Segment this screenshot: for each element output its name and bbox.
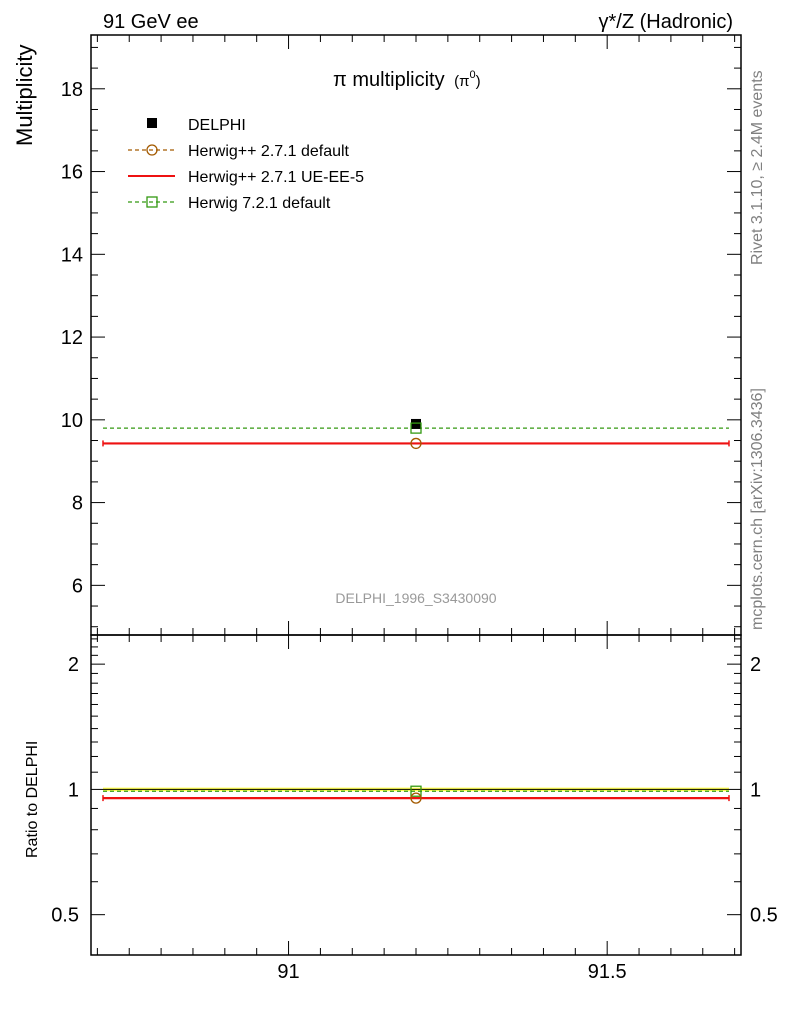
plot-title-close: ) <box>476 73 481 90</box>
main-y-axis-title: Multiplicity <box>12 45 37 146</box>
legend-marker-delphi <box>147 118 157 128</box>
rivet-version-text: Rivet 3.1.10, ≥ 2.4M events <box>749 70 766 265</box>
ratio-y-tick-label-left: 1 <box>68 779 79 801</box>
datapoint-delphi <box>411 418 421 429</box>
main-y-tick-label: 12 <box>61 327 83 349</box>
ratio-datapoint-herwig7-default <box>410 785 422 797</box>
legend-label-herwigpp-default: Herwig++ 2.7.1 default <box>188 143 350 160</box>
analysis-id: DELPHI_1996_S3430090 <box>335 590 496 606</box>
legend-label-delphi: DELPHI <box>188 117 246 134</box>
main-y-tick-label: 8 <box>72 493 83 515</box>
ratio-y-tick-label-left: 2 <box>68 654 79 676</box>
header-left: 91 GeV ee <box>103 11 199 33</box>
datapoint-herwig7-default <box>410 422 422 434</box>
plot-title-sub: (π <box>454 73 469 90</box>
legend: DELPHI Herwig++ 2.7.1 default Herwig++ 2… <box>128 117 364 212</box>
plot-title-main: π multiplicity <box>333 69 445 91</box>
legend-label-herwigpp-ueee5: Herwig++ 2.7.1 UE-EE-5 <box>188 169 364 186</box>
ratio-y-tick-label-right: 2 <box>750 654 761 676</box>
main-y-tick-label: 18 <box>61 79 83 101</box>
mcplots-text: mcplots.cern.ch [arXiv:1306.3436] <box>749 388 766 630</box>
plot-title: π multiplicity (π0) <box>333 69 481 91</box>
x-tick-label: 91.5 <box>588 961 627 983</box>
main-y-tick-label: 6 <box>72 575 83 597</box>
plot-title-sup: 0 <box>470 69 476 81</box>
datapoint-herwigpp-default <box>410 437 422 450</box>
main-y-tick-label: 16 <box>61 162 83 184</box>
legend-label-herwig7-default: Herwig 7.2.1 default <box>188 195 331 212</box>
legend-marker-herwig7-default <box>146 196 158 208</box>
ratio-y-tick-label-right: 0.5 <box>750 905 778 927</box>
ratio-y-tick-label-right: 1 <box>750 779 761 801</box>
ratio-y-axis-title: Ratio to DELPHI <box>24 741 41 858</box>
ratio-datapoint-herwigpp-default <box>410 792 422 804</box>
legend-marker-herwigpp-default <box>146 144 158 156</box>
main-y-tick-label: 10 <box>61 410 83 432</box>
ratio-y-tick-label-left: 0.5 <box>51 905 79 927</box>
x-tick-label: 91 <box>277 961 299 983</box>
ratio-plot-frame <box>90 634 742 956</box>
main-y-tick-label: 14 <box>61 244 83 266</box>
header-right: γ*/Z (Hadronic) <box>599 11 733 33</box>
